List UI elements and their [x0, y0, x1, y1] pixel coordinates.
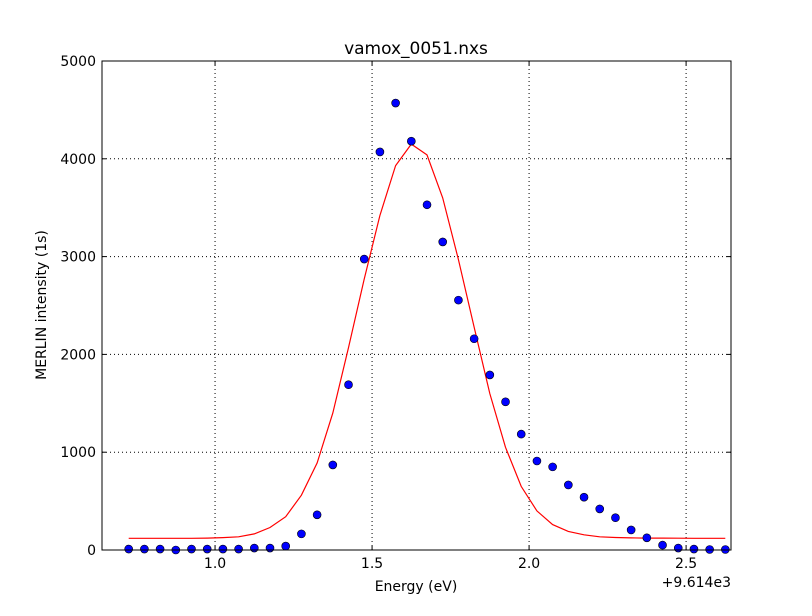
x-tick-label: 1.5: [361, 556, 383, 572]
data-point: [202, 544, 212, 554]
data-point: [407, 136, 416, 146]
y-tick-label: 3000: [60, 250, 96, 266]
data-point: [391, 98, 400, 108]
fit-line-layer: [128, 143, 726, 539]
data-point: [485, 370, 495, 380]
x-tick-label: 2.0: [518, 556, 540, 572]
data-point: [218, 544, 228, 554]
y-tick-label: 1000: [60, 445, 96, 461]
data-point: [234, 544, 243, 554]
grid: [102, 61, 731, 550]
data-point: [564, 480, 573, 490]
data-point: [516, 429, 526, 439]
data-point: [611, 513, 620, 523]
data-point: [454, 295, 463, 305]
data-point: [438, 237, 448, 247]
data-point: [250, 543, 259, 553]
ticks: 1.0 1.5 2.0 2.5 0 1000 2000 3000 4000 5000: [60, 54, 731, 572]
data-point: [297, 529, 306, 539]
data-point: [124, 544, 133, 554]
data-point: [281, 541, 291, 551]
data-point: [579, 492, 589, 502]
data-point: [375, 147, 385, 157]
data-point: [187, 544, 196, 554]
y-axis-label: MERLIN intensity (1s): [34, 230, 50, 380]
x-tick-label: 1.0: [204, 556, 226, 572]
data-point: [359, 254, 369, 264]
fit-line: [128, 143, 726, 539]
data-point: [344, 380, 353, 390]
data-point: [626, 525, 636, 535]
data-point: [140, 544, 149, 554]
data-point: [328, 460, 338, 470]
x-axis-label: Energy (eV): [375, 579, 458, 595]
data-point: [595, 504, 605, 514]
y-tick-label: 2000: [60, 347, 96, 363]
axes-frame: [101, 60, 732, 551]
data-point: [155, 544, 165, 554]
data-point: [673, 543, 683, 553]
chart-title: vamox_0051.nxs: [344, 39, 488, 59]
data-point: [501, 397, 510, 407]
data-point: [469, 334, 479, 344]
data-point: [532, 456, 542, 466]
data-point: [312, 510, 322, 520]
y-tick-label: 4000: [60, 152, 96, 168]
x-tick-label: 2.5: [675, 556, 697, 572]
data-point: [548, 462, 557, 472]
y-tick-label: 0: [87, 543, 96, 559]
data-point: [265, 543, 275, 553]
data-point: [658, 540, 667, 550]
y-tick-label: 5000: [60, 54, 96, 70]
data-point: [642, 533, 652, 543]
data-point: [422, 200, 432, 210]
data-point: [689, 544, 699, 554]
x-offset-label: +9.614e3: [662, 575, 731, 591]
plot-area: [102, 61, 731, 550]
